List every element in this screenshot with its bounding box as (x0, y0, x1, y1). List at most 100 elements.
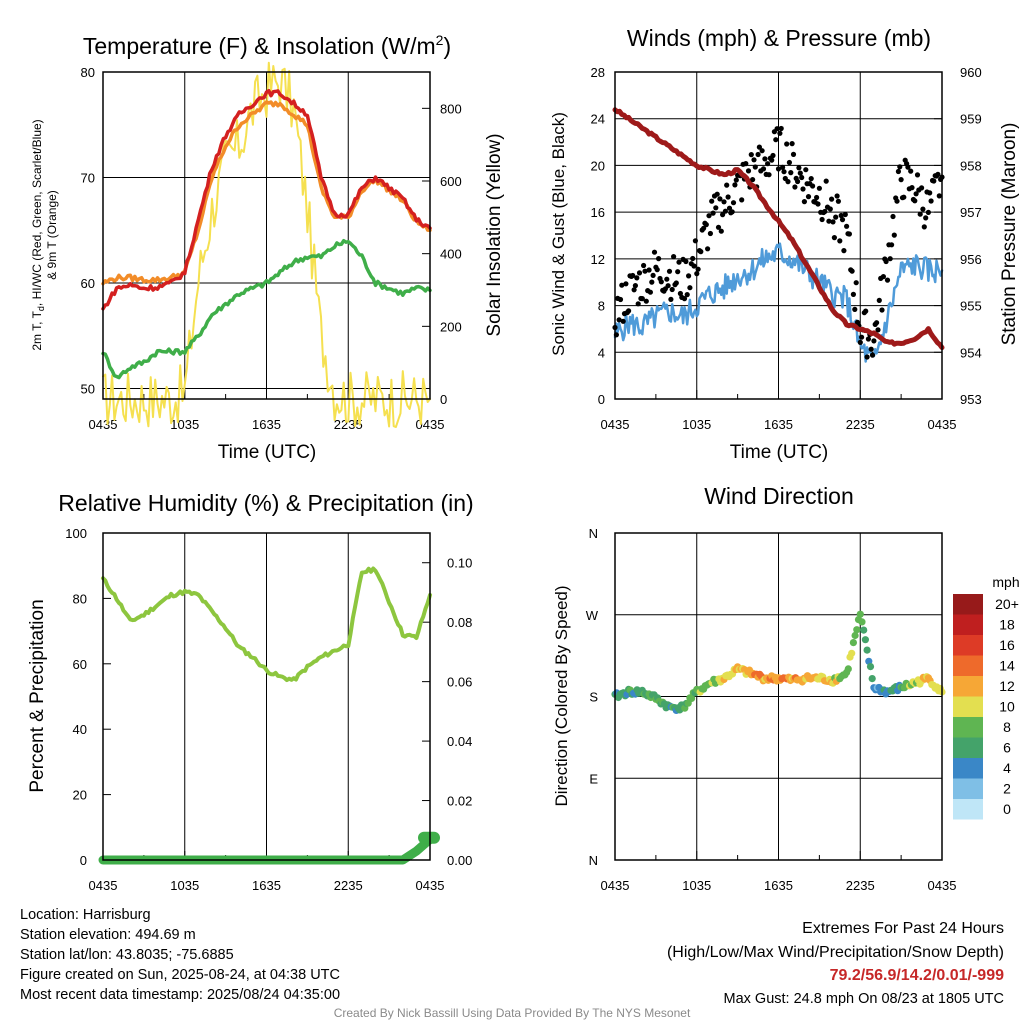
gust-point (841, 248, 847, 254)
x-tick-label: 1635 (764, 878, 793, 893)
y-tick-label-left: 100 (65, 526, 87, 541)
legend-label: 12 (999, 678, 1015, 694)
gust-point (705, 246, 711, 252)
gust-point (778, 125, 784, 132)
direction-point (849, 639, 858, 647)
gust-point (814, 194, 820, 201)
speed-legend: 20+ 18 16 14 12 10 8 6 4 2 0 (953, 594, 1019, 820)
y-tick-label-right: 800 (440, 101, 462, 116)
legend-swatch (953, 676, 983, 697)
gust-point (632, 283, 639, 289)
gust-point (665, 283, 671, 289)
winds-panel: Winds (mph) & Pressure (mb) Sonic Wind &… (549, 25, 1020, 463)
y-tick-label-left: 4 (598, 345, 605, 360)
plot-frame (102, 532, 431, 861)
gust-point (687, 285, 693, 291)
gust-point (859, 334, 865, 340)
x-tick-label: 1035 (170, 417, 199, 432)
humidity-title: Relative Humidity (%) & Precipitation (i… (58, 490, 473, 516)
gust-point (681, 296, 688, 302)
gust-point (931, 178, 937, 184)
gust-point (630, 272, 636, 279)
gust-point (743, 161, 749, 167)
gust-point (831, 235, 838, 241)
gust-point (781, 169, 787, 175)
gust-point (658, 279, 664, 285)
gust-point (871, 338, 877, 344)
gust-point (694, 271, 700, 277)
gust-point (829, 196, 835, 202)
gust-point (868, 346, 874, 352)
y-tick-label-left: 0 (598, 392, 605, 407)
x-tick-label: 0435 (416, 417, 445, 432)
gust-point (850, 291, 857, 297)
gust-point (796, 165, 802, 171)
y-tick-label-left: 50 (81, 381, 95, 396)
winds-ylabel-right: Station Pressure (Maroon) (999, 123, 1020, 346)
gust-point (732, 182, 738, 188)
y-tick-label: N (589, 853, 598, 868)
gust-point (675, 269, 681, 275)
gust-point (774, 126, 780, 132)
y-tick-label-left: 24 (591, 112, 605, 127)
gust-point (875, 327, 881, 333)
gust-point (690, 255, 696, 262)
gust-point (686, 273, 692, 279)
y-tick-label-right: 959 (960, 112, 982, 127)
gust-point (895, 168, 902, 175)
gust-point (810, 183, 816, 189)
temperature-panel: Temperature (F) & Insolation (W/m2) 2m T… (30, 32, 505, 463)
gust-point (780, 164, 786, 170)
gust-point (919, 185, 925, 191)
humidity-panel: Relative Humidity (%) & Precipitation (i… (27, 490, 474, 893)
gust-point (631, 287, 637, 293)
legend-label: 0 (1003, 801, 1011, 817)
gust-point (770, 152, 776, 159)
legend-swatch (953, 778, 983, 799)
gust-point (641, 262, 647, 269)
gust-point (726, 205, 733, 211)
gust-point (816, 185, 823, 191)
gust-point (797, 170, 803, 176)
gust-point (889, 242, 895, 248)
gust-point (642, 268, 648, 274)
gust-point (620, 318, 626, 324)
gust-point (769, 157, 775, 163)
gust-point (890, 213, 896, 220)
gust-point (785, 179, 791, 185)
pressure-line (612, 107, 945, 351)
legend-label: 4 (1003, 760, 1011, 776)
gust-point (709, 198, 715, 204)
gust-point (724, 182, 730, 188)
gust-point (853, 280, 859, 286)
gust-point (656, 256, 662, 262)
y-tick-label: N (589, 526, 598, 541)
gust-point (745, 168, 752, 174)
x-tick-label: 1635 (252, 417, 281, 432)
gust-point (671, 254, 677, 260)
direction-ylabel-left: Direction (Colored By Speed) (552, 585, 571, 806)
gust-point (710, 210, 716, 216)
gust-point (790, 151, 797, 157)
gust-point (805, 194, 812, 200)
direction-point (863, 646, 871, 654)
gust-point (715, 224, 722, 230)
gust-point (698, 249, 704, 255)
gust-point (706, 213, 712, 219)
gust-point (865, 336, 872, 342)
gust-point (721, 199, 727, 205)
gust-point (884, 277, 891, 283)
legend-swatch (953, 717, 983, 738)
x-tick-label: 2235 (846, 417, 875, 432)
legend-swatch (953, 655, 983, 676)
created-text: Figure created on Sun, 2025-08-24, at 04… (20, 967, 340, 983)
direction-point (860, 626, 868, 634)
gust-point (626, 308, 632, 314)
gust-point (730, 200, 737, 206)
y-tick-label-left: 60 (73, 657, 87, 672)
legend-label: 18 (999, 617, 1015, 633)
gust-point (718, 228, 724, 234)
gust-point (619, 282, 625, 288)
gust-point (839, 217, 846, 223)
